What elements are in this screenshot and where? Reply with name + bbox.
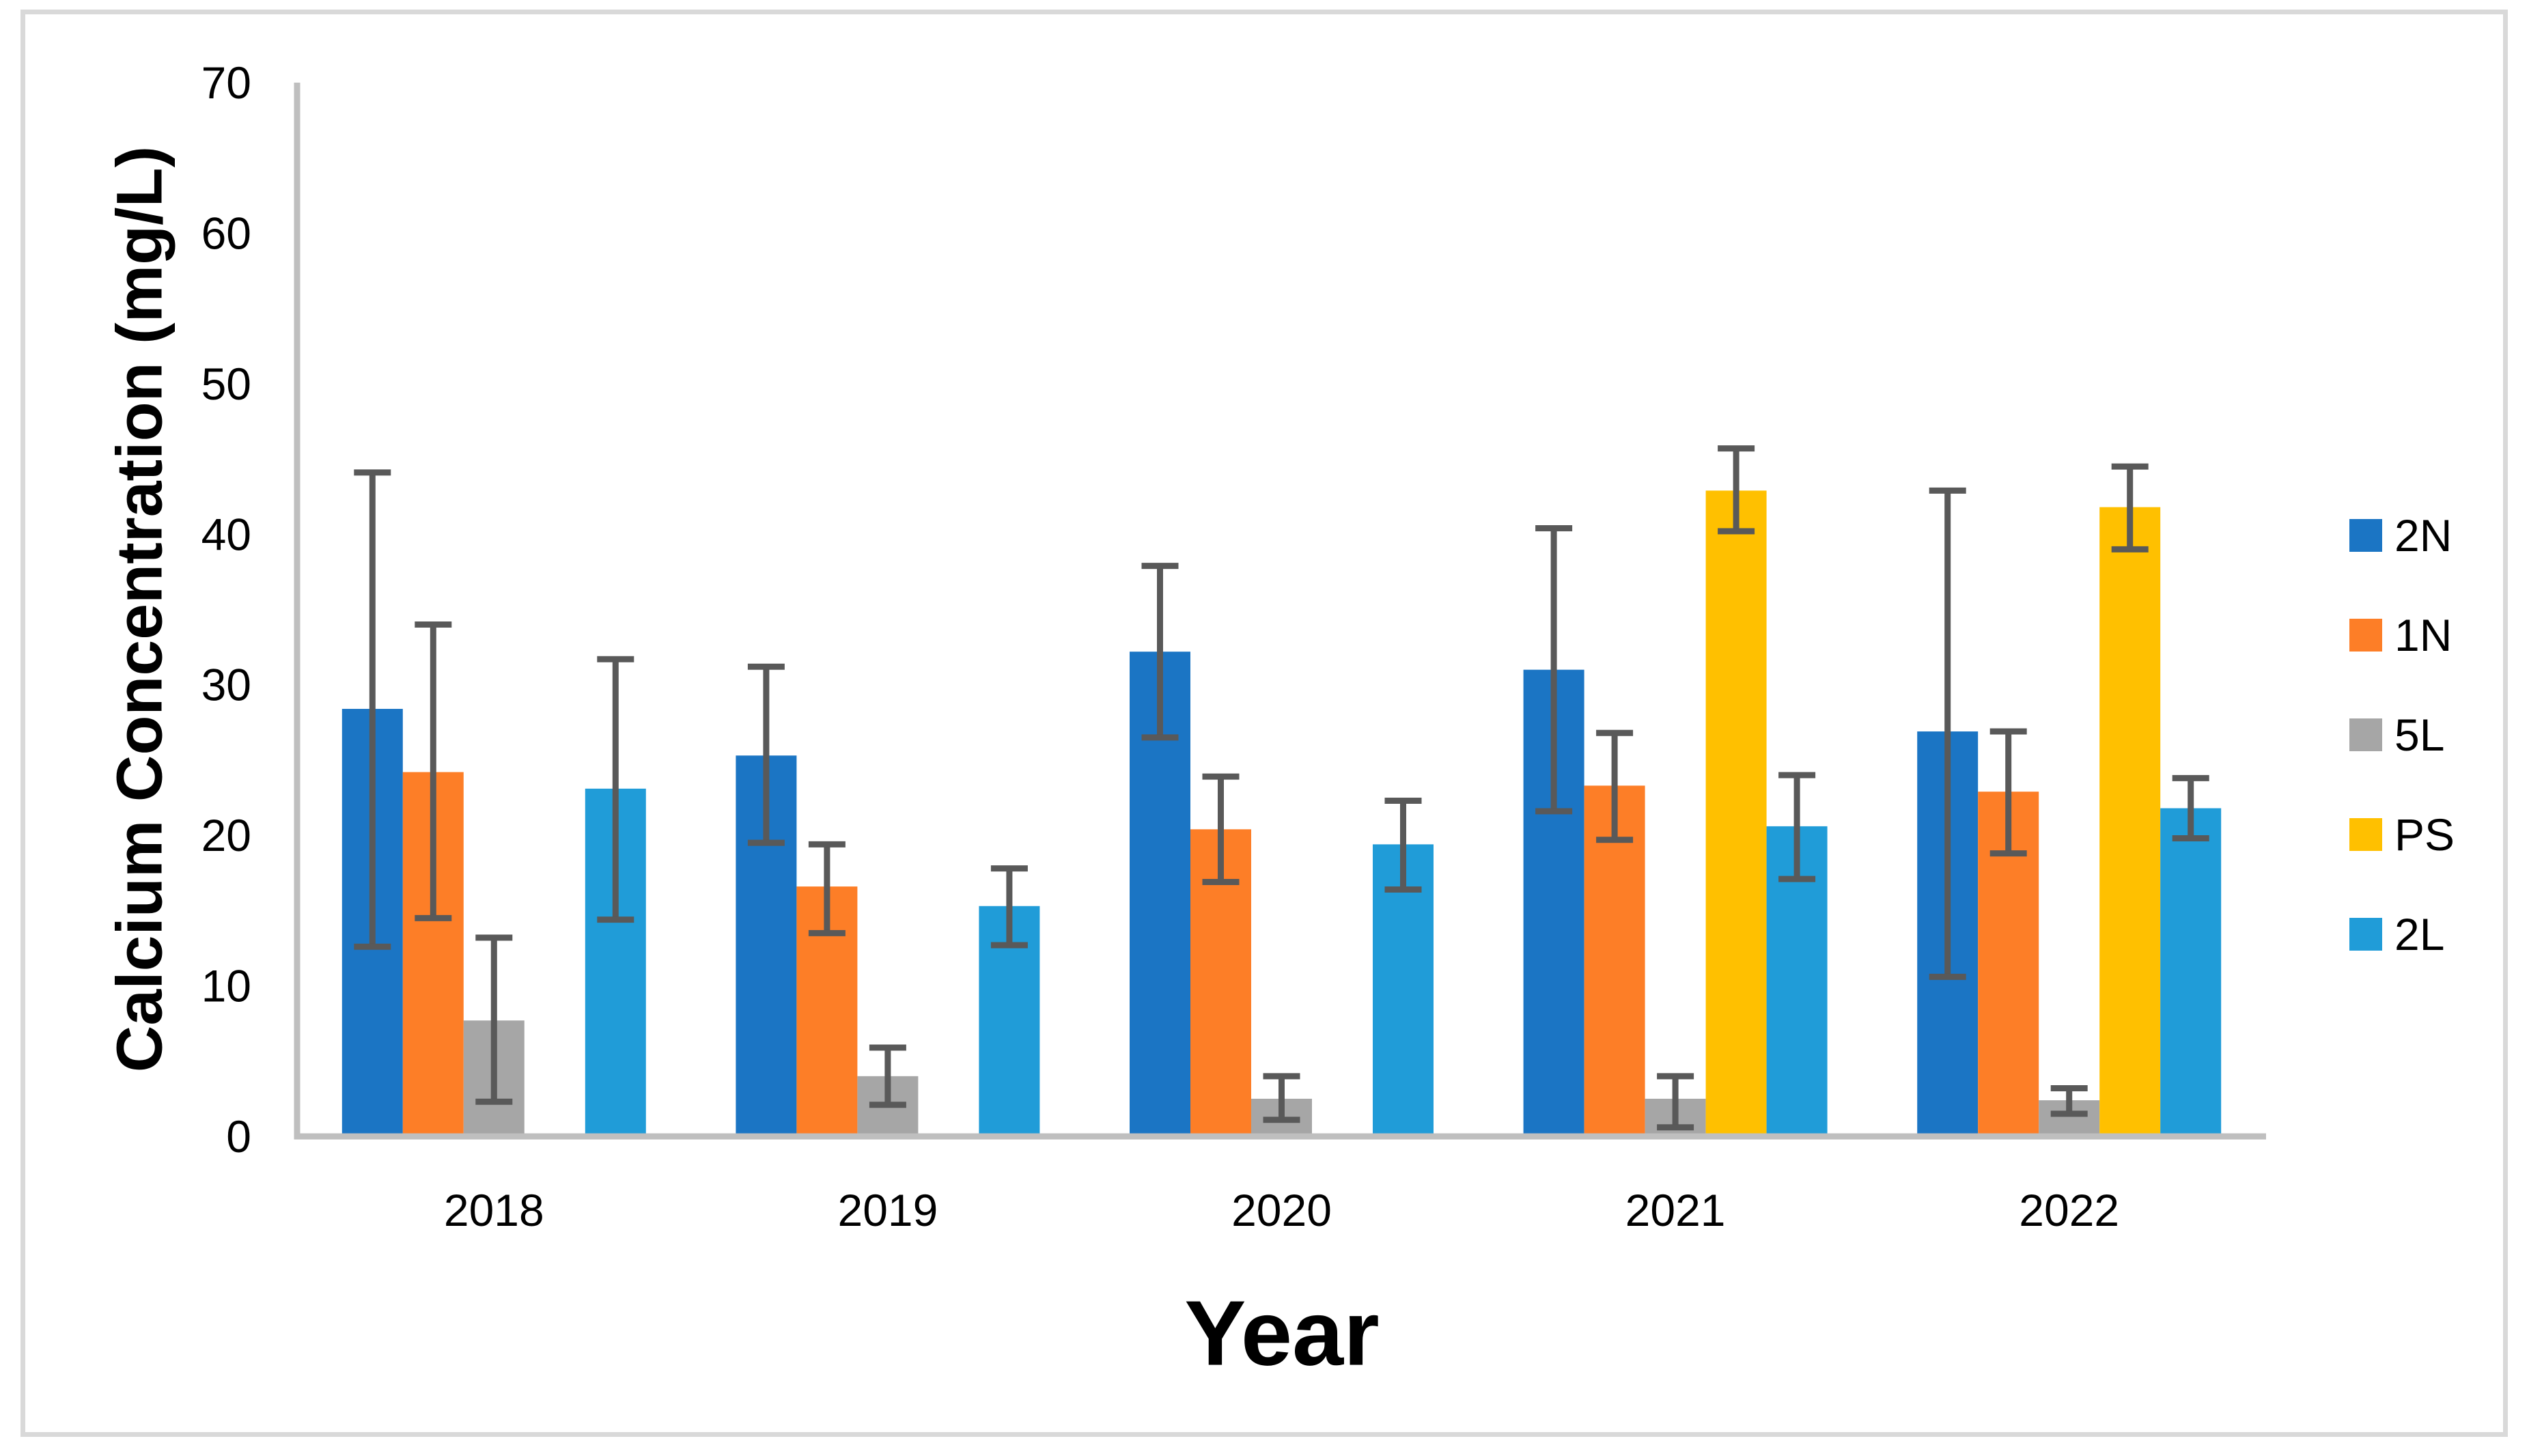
bar-PS-2021 xyxy=(1705,490,1767,1136)
y-tick-label: 70 xyxy=(201,57,251,108)
legend-swatch-2N xyxy=(2349,519,2382,552)
y-axis-title: Calcium Concentration (mg/L) xyxy=(103,145,176,1073)
legend-label-2L: 2L xyxy=(2394,909,2445,960)
legend-swatch-PS xyxy=(2349,818,2382,851)
x-tick-label-2018: 2018 xyxy=(444,1185,544,1235)
legend-swatch-2L xyxy=(2349,918,2382,951)
bar-PS-2022 xyxy=(2099,507,2161,1136)
y-tick-label: 0 xyxy=(226,1111,251,1162)
y-tick-label: 30 xyxy=(201,660,251,710)
legend-label-5L: 5L xyxy=(2394,710,2445,760)
legend-label-1N: 1N xyxy=(2394,610,2453,660)
legend: 2N 1N 5L PS 2L xyxy=(2349,510,2455,1018)
x-tick-label-2021: 2021 xyxy=(1625,1185,1726,1235)
bar-2L-2022 xyxy=(2160,808,2222,1136)
x-tick-label-2019: 2019 xyxy=(837,1185,938,1235)
legend-item-5L: 5L xyxy=(2349,710,2455,760)
bar-1N-2021 xyxy=(1584,785,1645,1136)
y-tick-label: 50 xyxy=(201,359,251,409)
legend-item-2L: 2L xyxy=(2349,909,2455,960)
y-tick-label: 60 xyxy=(201,208,251,258)
x-tick-label-2022: 2022 xyxy=(2019,1185,2119,1235)
bar-2L-2020 xyxy=(1373,844,1434,1136)
legend-item-2N: 2N xyxy=(2349,510,2455,561)
legend-swatch-1N xyxy=(2349,619,2382,652)
legend-swatch-5L xyxy=(2349,718,2382,751)
legend-item-1N: 1N xyxy=(2349,610,2455,660)
y-tick-label: 10 xyxy=(201,961,251,1011)
x-tick-label-2020: 2020 xyxy=(1231,1185,1332,1235)
y-tick-label: 20 xyxy=(201,810,251,860)
legend-label-PS: PS xyxy=(2394,809,2455,860)
legend-label-2N: 2N xyxy=(2394,510,2453,561)
chart-frame-border xyxy=(20,10,2508,1437)
y-tick-label: 40 xyxy=(201,509,251,559)
x-axis-title: Year xyxy=(1184,1281,1380,1385)
legend-item-PS: PS xyxy=(2349,809,2455,860)
